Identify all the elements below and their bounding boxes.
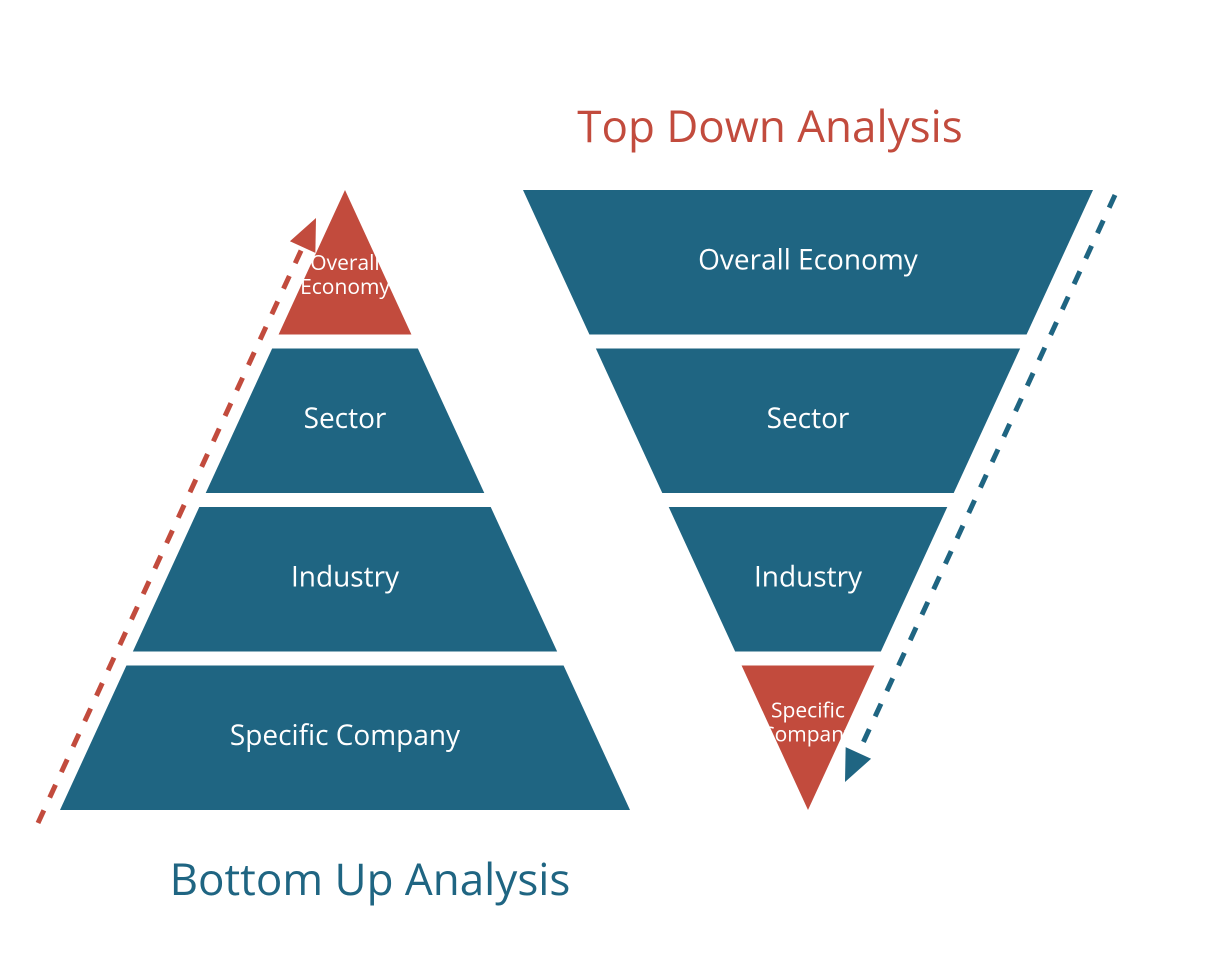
top-down-pyramid: Overall EconomySectorIndustrySpecificCom…: [523, 190, 1093, 810]
top-down-level-3-label2: Company: [761, 720, 855, 748]
top-down-level-0-label: Overall Economy: [698, 241, 919, 279]
bottom-up-title: Bottom Up Analysis: [170, 848, 571, 908]
top-down-level-1-label: Sector: [767, 399, 850, 437]
top-down-title: Top Down Analysis: [577, 95, 962, 155]
bottom-up-arrow-head-icon: [290, 218, 316, 253]
bottom-up-level-1-label: Sector: [304, 399, 387, 437]
top-down-level-2-label: Industry: [754, 558, 863, 596]
bottom-up-level-2-label: Industry: [291, 558, 400, 596]
bottom-up-level-3-label: Specific Company: [230, 716, 461, 754]
bottom-up-pyramid: OverallEconomySectorIndustrySpecific Com…: [60, 190, 630, 810]
bottom-up-level-0-label2: Economy: [300, 273, 390, 301]
top-down-arrow-head-icon: [845, 747, 871, 782]
diagram-canvas: OverallEconomySectorIndustrySpecific Com…: [0, 0, 1225, 980]
